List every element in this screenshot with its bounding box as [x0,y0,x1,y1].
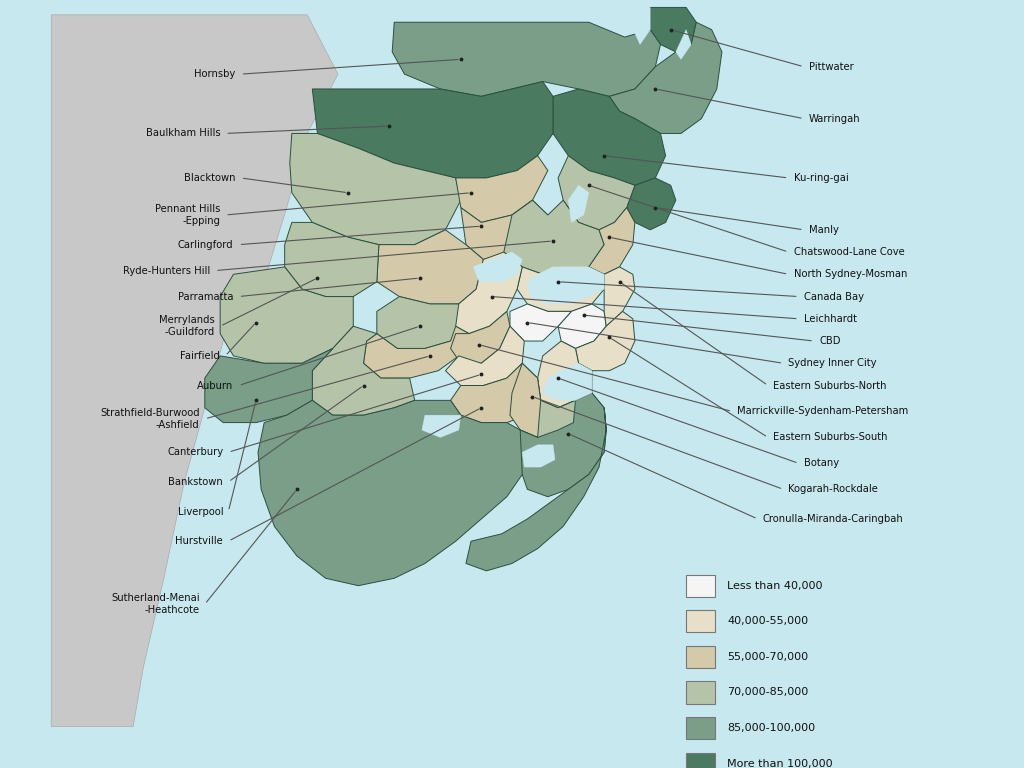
Text: Baulkham Hills: Baulkham Hills [145,128,220,138]
Polygon shape [456,156,548,223]
Text: 70,000-85,000: 70,000-85,000 [727,687,808,697]
Text: Auburn: Auburn [198,380,233,390]
Text: Botany: Botany [804,458,839,468]
Text: Blacktown: Blacktown [184,173,236,183]
Text: CBD: CBD [819,336,841,346]
Bar [686,753,715,768]
Text: Carlingford: Carlingford [178,240,233,250]
Text: Less than 40,000: Less than 40,000 [727,581,822,591]
Polygon shape [377,230,483,304]
Polygon shape [258,400,527,586]
Text: Canterbury: Canterbury [167,447,223,457]
Polygon shape [451,363,541,422]
Text: Warringah: Warringah [809,114,860,124]
Polygon shape [451,311,510,363]
Bar [686,574,715,597]
Polygon shape [520,393,606,497]
Polygon shape [205,349,333,422]
Polygon shape [517,267,604,311]
Text: Merrylands
-Guildford: Merrylands -Guildford [160,316,215,337]
Polygon shape [520,393,606,475]
Text: Parramatta: Parramatta [178,292,233,302]
Text: Ku-ring-gai: Ku-ring-gai [794,173,848,183]
Text: Hornsby: Hornsby [195,69,236,79]
Polygon shape [650,8,696,52]
Polygon shape [543,363,592,400]
Text: Pittwater: Pittwater [809,61,854,71]
Polygon shape [51,15,338,727]
Polygon shape [364,326,469,378]
Polygon shape [589,207,635,274]
Text: Marrickville-Sydenham-Petersham: Marrickville-Sydenham-Petersham [737,406,908,416]
Polygon shape [220,267,353,363]
Text: Eastern Suburbs-North: Eastern Suburbs-North [773,380,887,390]
Polygon shape [290,134,461,245]
Polygon shape [553,89,666,185]
Polygon shape [504,200,604,274]
Bar [686,610,715,632]
Polygon shape [568,185,589,223]
Polygon shape [538,341,592,408]
Text: Eastern Suburbs-South: Eastern Suburbs-South [773,432,888,442]
Polygon shape [473,252,522,282]
Polygon shape [422,415,461,438]
Text: Fairfield: Fairfield [180,351,220,361]
Text: Strathfield-Burwood
-Ashfield: Strathfield-Burwood -Ashfield [100,408,200,429]
Text: 55,000-70,000: 55,000-70,000 [727,652,808,662]
Text: Liverpool: Liverpool [177,507,223,517]
Text: 40,000-55,000: 40,000-55,000 [727,616,808,626]
Text: Sydney Inner City: Sydney Inner City [788,359,877,369]
Polygon shape [466,408,606,571]
Polygon shape [377,296,466,349]
Polygon shape [558,156,635,230]
Polygon shape [456,252,522,333]
Bar [686,681,715,703]
Polygon shape [609,22,722,134]
Polygon shape [604,267,635,326]
Polygon shape [285,223,379,296]
Text: Hurstville: Hurstville [175,536,223,546]
Polygon shape [676,30,691,59]
Polygon shape [510,363,575,438]
Text: Cronulla-Miranda-Caringbah: Cronulla-Miranda-Caringbah [763,514,903,524]
Polygon shape [522,445,555,467]
Text: Manly: Manly [809,225,839,235]
Text: Chatswood-Lane Cove: Chatswood-Lane Cove [794,247,904,257]
Bar [686,646,715,668]
Text: Bankstown: Bankstown [169,477,223,487]
Text: Canada Bay: Canada Bay [804,292,864,302]
Polygon shape [461,200,548,260]
Polygon shape [527,267,604,304]
Polygon shape [627,178,676,230]
Polygon shape [312,81,553,178]
Polygon shape [392,22,660,96]
Text: Kogarah-Rockdale: Kogarah-Rockdale [788,485,879,495]
Polygon shape [510,304,571,341]
Bar [686,717,715,739]
Text: 85,000-100,000: 85,000-100,000 [727,723,815,733]
Text: Ryde-Hunters Hill: Ryde-Hunters Hill [123,266,210,276]
Polygon shape [558,304,606,349]
Polygon shape [312,326,415,415]
Text: Pennant Hills
-Epping: Pennant Hills -Epping [155,204,220,226]
Polygon shape [575,311,635,371]
Text: North Sydney-Mosman: North Sydney-Mosman [794,270,907,280]
Text: Leichhardt: Leichhardt [804,314,857,324]
Polygon shape [630,8,650,45]
Polygon shape [445,326,524,386]
Text: Sutherland-Menai
-Heathcote: Sutherland-Menai -Heathcote [111,594,200,615]
Text: More than 100,000: More than 100,000 [727,759,833,768]
